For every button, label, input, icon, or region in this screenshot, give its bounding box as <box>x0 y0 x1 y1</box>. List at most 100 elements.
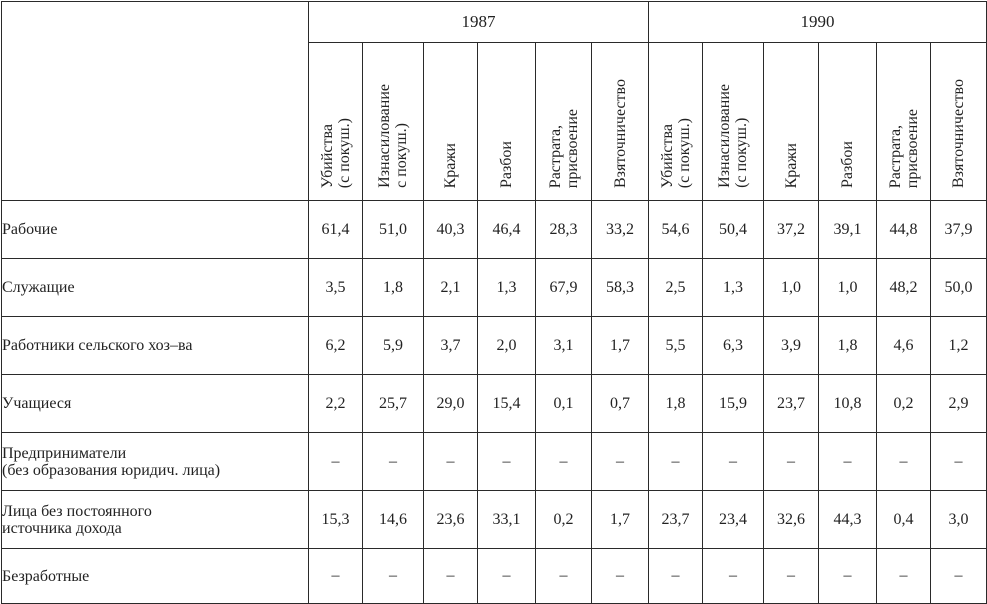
table-cell: 37,9 <box>930 200 987 259</box>
table-cell: 25,7 <box>362 374 424 433</box>
table-cell: – <box>763 548 820 604</box>
column-header-line: Изнасилование <box>716 84 734 188</box>
column-header-1987-2: Изнасилование с покуш.) <box>362 42 424 201</box>
table-row: Учащиеся 2,2 25,7 29,0 15,4 0,1 0,7 1,8 15,9 23,7… <box>1 374 987 433</box>
column-header-1990-6: Взяточничество <box>930 42 987 201</box>
table-cell: – <box>308 432 363 491</box>
table-cell: 50,4 <box>702 200 765 259</box>
table-cell: 40,3 <box>423 200 478 259</box>
column-header-line: (с покуш.) <box>675 117 693 188</box>
table-cell: 2,5 <box>648 258 704 317</box>
column-header-label: Растрата, присвоение <box>547 109 581 188</box>
table-cell: 3,7 <box>423 316 478 375</box>
table-cell: – <box>930 432 987 491</box>
table-cell: 0,4 <box>876 490 932 549</box>
table-cell: – <box>763 432 820 491</box>
table-row: Рабочие 61,4 51,0 40,3 46,4 28,3 33,2 54,6 50,4 3… <box>1 200 987 259</box>
column-header-label: Изнасилование с покуш.) <box>376 84 410 188</box>
column-header-label: Кражи <box>783 143 800 188</box>
column-header-label: Убийства (с покуш.) <box>319 118 353 188</box>
column-header-1990-4: Разбои <box>818 42 878 201</box>
column-header-1990-5: Растрата, присвоение <box>876 42 932 201</box>
table-cell: – <box>648 432 704 491</box>
table-cell: 1,7 <box>590 316 650 375</box>
table-cell: 15,3 <box>308 490 363 549</box>
column-header-line: Кражи <box>782 142 800 188</box>
table-cell: – <box>535 432 592 491</box>
column-header-line: (с покуш.) <box>733 117 751 188</box>
table-cell: 10,8 <box>818 374 878 433</box>
table-cell: – <box>702 548 765 604</box>
column-header-1990-3: Кражи <box>763 42 820 201</box>
table-cell: 28,3 <box>535 200 592 259</box>
column-header-line: Взяточничество <box>950 79 968 188</box>
table-cell: 29,0 <box>423 374 478 433</box>
row-label: Служащие <box>1 258 309 317</box>
table-cell: – <box>818 548 878 604</box>
row-label-line: Учащиеся <box>2 395 72 412</box>
column-header-label: Взяточничество <box>950 79 967 188</box>
table-row: Безработные – – – – – – – – – – – – <box>1 548 987 604</box>
column-header-label: Взяточничество <box>612 79 629 188</box>
column-header-1990-2: Изнасилование (с покуш.) <box>702 42 765 201</box>
row-label-line: Работники сельского хоз–ва <box>2 337 193 354</box>
table-cell: 1,0 <box>818 258 878 317</box>
row-label-line: Служащие <box>2 279 75 296</box>
year-header-1987: 1987 <box>307 1 650 43</box>
table-cell: 1,8 <box>818 316 878 375</box>
column-header-1987-5: Растрата, присвоение <box>535 42 592 201</box>
table-cell: 37,2 <box>763 200 820 259</box>
column-header-line: Изнасилование <box>376 84 393 188</box>
table-cell: – <box>535 548 592 604</box>
table-row: Предприниматели (без образования юридич. … <box>1 432 987 491</box>
column-header-line: с покуш.) <box>393 123 410 188</box>
table-cell: 23,7 <box>763 374 820 433</box>
column-header-line: (с покуш.) <box>335 117 353 188</box>
table-cell: 0,7 <box>590 374 650 433</box>
column-header-line: Разбои <box>498 140 515 188</box>
table-cell: 46,4 <box>477 200 536 259</box>
table-cell: – <box>876 548 932 604</box>
row-label: Работники сельского хоз–ва <box>1 316 309 375</box>
table-cell: – <box>362 432 424 491</box>
column-header-1987-6: Взяточничество <box>590 42 650 201</box>
table-cell: 1,8 <box>362 258 424 317</box>
table-cell: 6,2 <box>308 316 363 375</box>
table-cell: 58,3 <box>590 258 650 317</box>
column-header-line: присвоение <box>563 108 581 188</box>
table-cell: 33,1 <box>477 490 536 549</box>
table-cell: 1,2 <box>930 316 987 375</box>
column-header-label: Кражи <box>442 143 459 188</box>
table-cell: – <box>477 432 536 491</box>
table-cell: – <box>590 548 650 604</box>
table-cell: – <box>876 432 932 491</box>
table-cell: 3,9 <box>763 316 820 375</box>
table-cell: 1,3 <box>477 258 536 317</box>
column-header-line: Растрата, <box>546 124 564 188</box>
table-cell: – <box>477 548 536 604</box>
table-cell: – <box>308 548 363 604</box>
table-row: Работники сельского хоз–ва 6,2 5,9 3,7 2,0 3,… <box>1 316 987 375</box>
table-cell: 50,0 <box>930 258 987 317</box>
table-cell: 3,0 <box>930 490 987 549</box>
table-cell: 48,2 <box>876 258 932 317</box>
table-cell: 23,4 <box>702 490 765 549</box>
column-header-label: Растрата, присвоение <box>887 109 921 188</box>
column-header-1987-3: Кражи <box>423 42 478 201</box>
row-label-line: источника дохода <box>2 519 122 537</box>
row-label-line: Предприниматели <box>2 444 127 462</box>
table-cell: – <box>930 548 987 604</box>
table-cell: 0,1 <box>535 374 592 433</box>
table-cell: 5,9 <box>362 316 424 375</box>
table-cell: 15,9 <box>702 374 765 433</box>
row-label-line: (без образования юридич. лица) <box>2 461 221 479</box>
table-cell: 15,4 <box>477 374 536 433</box>
table-cell: – <box>590 432 650 491</box>
table-cell: – <box>702 432 765 491</box>
table-cell: 1,0 <box>763 258 820 317</box>
table-cell: 1,8 <box>648 374 704 433</box>
column-header-label: Разбои <box>839 141 856 188</box>
table-cell: 0,2 <box>876 374 932 433</box>
row-label-line: Безработные <box>2 567 90 585</box>
table-cell: 2,9 <box>930 374 987 433</box>
